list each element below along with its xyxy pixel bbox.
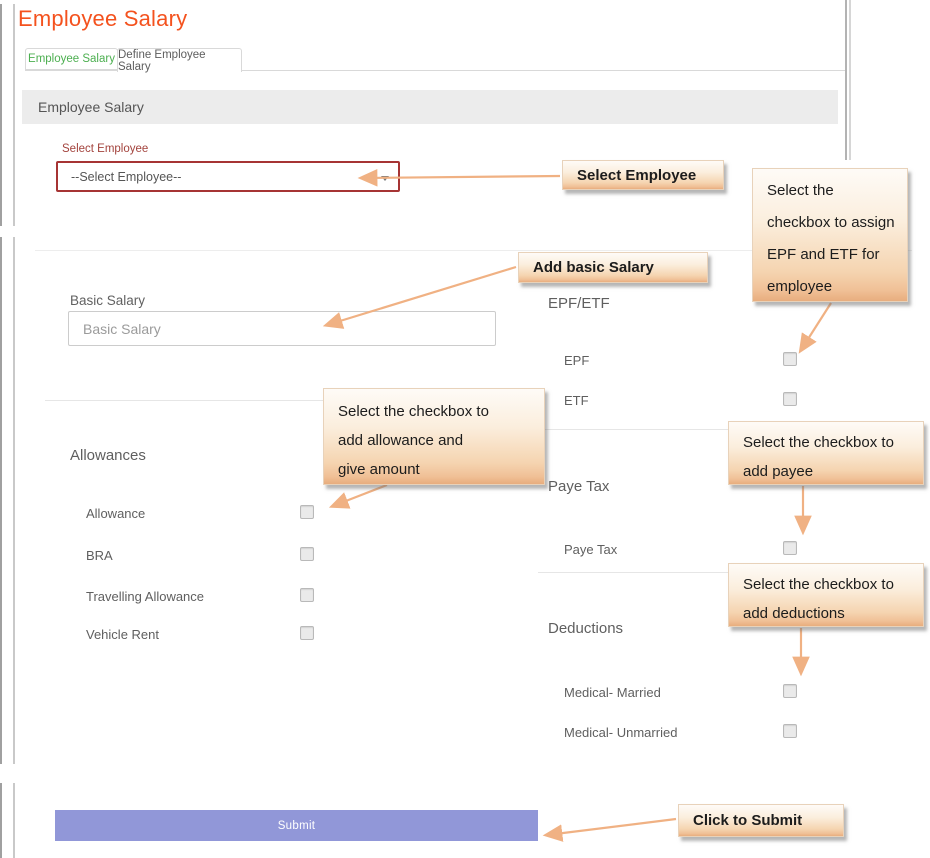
checkbox-allowance[interactable] [300,505,314,519]
callout-text: add deductions [743,605,845,622]
etf-label: ETF [564,393,589,408]
checkbox-paye-tax[interactable] [783,541,797,555]
callout-text: Click to Submit [693,812,803,829]
callout-text: give amount [338,461,420,478]
tab-baseline [25,70,845,71]
callout-text: Select Employee [577,166,697,184]
callout-payee: Select the checkbox to add payee [728,421,924,485]
arrow-allowance-checkbox [328,483,388,509]
window-edge-line [845,0,847,160]
card-top-border [35,250,912,251]
chevron-down-icon [381,176,389,181]
tab-define-employee-salary[interactable]: Define Employee Salary [117,48,242,73]
section-header-bar: Employee Salary [22,90,838,124]
checkbox-medical-unmarried[interactable] [783,724,797,738]
page-title: Employee Salary [18,6,188,31]
divider-paye [538,429,912,430]
callout-text: employee [767,278,833,295]
epf-etf-header: EPF/ETF [548,295,610,312]
arrow-submit [542,817,677,842]
callout-text: Select the checkbox to [743,434,894,451]
window-edge-line [0,237,2,764]
checkbox-vehicle-rent[interactable] [300,626,314,640]
callout-text: Add basic Salary [533,259,654,276]
callout-text: checkbox to assign [767,214,895,231]
callout-select-employee: Select Employee [562,160,724,190]
callout-text: add allowance and [338,432,464,449]
medical-married-label: Medical- Married [564,685,661,700]
window-edge-line [849,0,851,160]
window-edge-line [0,4,2,226]
callout-epf-assign: Select the checkbox to assign EPF and ET… [752,168,908,302]
checkbox-bra[interactable] [300,547,314,561]
employee-select[interactable]: --Select Employee-- [56,161,400,192]
window-edge-line [13,4,15,226]
select-employee-label: Select Employee [62,143,149,155]
window-edge-line [13,783,15,858]
callout-deductions: Select the checkbox to add deductions [728,563,924,627]
callout-text: EPF and ETF for [767,246,880,263]
callout-text: Select the checkbox to [338,403,489,420]
travelling-allowance-label: Travelling Allowance [86,589,205,604]
checkbox-etf[interactable] [783,392,797,406]
submit-button-label: Submit [277,819,316,832]
bra-label: BRA [86,548,113,563]
basic-salary-input[interactable] [68,311,496,346]
basic-salary-label: Basic Salary [70,293,146,308]
medical-unmarried-label: Medical- Unmarried [564,725,678,740]
checkbox-epf[interactable] [783,352,797,366]
paye-tax-label: Paye Tax [564,542,618,557]
deductions-header: Deductions [548,620,624,637]
callout-click-to-submit: Click to Submit [678,804,844,837]
callout-text: add payee [743,463,814,480]
tab-label: Define Employee Salary [118,48,206,73]
divider-allowances [45,400,528,401]
callout-allowance: Select the checkbox to add allowance and… [323,388,545,485]
vehicle-rent-label: Vehicle Rent [86,627,159,642]
callout-text: Select the checkbox to [743,576,894,593]
tab-employee-salary[interactable]: Employee Salary [25,48,118,70]
employee-select-value: --Select Employee-- [71,169,182,184]
window-edge-line [13,237,15,764]
allowances-header: Allowances [70,447,146,464]
paye-tax-header: Paye Tax [548,478,610,495]
checkbox-travelling-allowance[interactable] [300,588,314,602]
callout-text: Select the [767,182,834,199]
tab-label: Employee Salary [28,53,115,65]
divider-deductions [538,572,912,573]
window-edge-line [0,783,2,858]
checkbox-medical-married[interactable] [783,684,797,698]
callout-add-basic-salary: Add basic Salary [518,252,708,283]
submit-button[interactable]: Submit [55,810,538,841]
allowance-label: Allowance [86,506,146,521]
arrow-epf-checkbox [798,302,832,354]
epf-label: EPF [564,353,590,368]
section-header-title: Employee Salary [38,99,144,115]
